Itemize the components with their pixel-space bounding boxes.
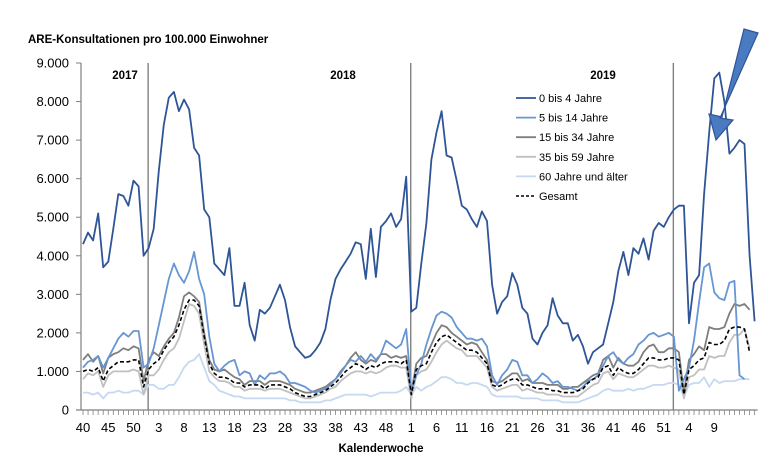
x-tick-label: 38 [328,420,342,435]
x-tick-label: 21 [505,420,519,435]
x-tick-label: 28 [278,420,292,435]
x-tick-label: 1 [408,420,415,435]
legend-label: Gesamt [539,191,578,203]
x-tick-label: 46 [631,420,645,435]
series-lines [82,71,756,404]
y-tick-label: 5.000 [36,210,69,225]
x-tick-label: 43 [354,420,368,435]
x-axis: 40 45 50 3 8 13 18 23 28 33 38 43 48 1 6 11 16 21 26 31 36 41… [76,409,758,435]
series-line-35-bis-59-jahre [82,303,751,400]
y-tick-label: 3.000 [36,287,69,302]
x-tick-label: 18 [227,420,241,435]
legend-label: 0 bis 4 Jahre [539,93,602,105]
x-tick-label: 4 [685,420,692,435]
annotation-arrow [708,28,759,142]
series-line-60-jahre-und-älter [83,353,750,404]
legend-label: 35 bis 59 Jahre [539,152,614,164]
x-tick-label: 3 [155,420,162,435]
legend-label: 15 bis 34 Jahre [539,132,614,144]
y-tick-label: 4.000 [36,248,69,263]
x-tick-label: 8 [180,420,187,435]
x-tick-label: 31 [556,420,570,435]
y-tick-label: 7.000 [36,133,69,148]
chart-title: ARE-Konsultationen pro 100.000 Einwohner [28,34,269,46]
y-tick-label: 2.000 [36,325,69,340]
y-tick-label: 8.000 [36,94,69,109]
y-tick-label: 6.000 [36,171,69,186]
x-tick-label: 51 [657,420,671,435]
x-axis-label: Kalenderwoche [339,443,424,455]
year-labels: 2017 2018 2019 [112,70,616,82]
y-axis: 0 1.000 2.000 3.000 4.000 5.000 6.000 7.000 8.00… [36,56,82,418]
year-label: 2017 [112,70,138,82]
year-label: 2018 [330,70,356,82]
series-line-0-bis-4-jahre [82,71,756,365]
year-dividers [147,63,675,410]
x-tick-label: 41 [606,420,620,435]
y-tick-label: 1.000 [36,364,69,379]
x-tick-label: 36 [581,420,595,435]
series-line-gesamt [82,299,751,398]
arrow-icon [708,28,759,142]
year-label: 2019 [590,70,616,82]
y-tick-label: 9.000 [36,56,69,71]
legend: 0 bis 4 Jahre 5 bis 14 Jahre 15 bis 34 Jah… [516,93,628,203]
x-tick-label: 23 [253,420,267,435]
x-tick-label: 16 [480,420,494,435]
x-tick-label: 33 [303,420,317,435]
x-tick-label: 26 [530,420,544,435]
x-tick-label: 13 [202,420,216,435]
x-tick-label: 45 [101,420,115,435]
series-line-15-bis-34-jahre [82,291,751,394]
x-tick-label: 40 [76,420,90,435]
x-tick-label: 11 [455,420,469,435]
x-tick-label: 48 [379,420,393,435]
x-tick-label: 50 [126,420,140,435]
y-tick-label: 0 [62,403,69,418]
legend-label: 5 bis 14 Jahre [539,113,608,125]
legend-label: 60 Jahre und älter [539,171,628,183]
x-tick-label: 9 [711,420,718,435]
x-tick-label: 6 [433,420,440,435]
